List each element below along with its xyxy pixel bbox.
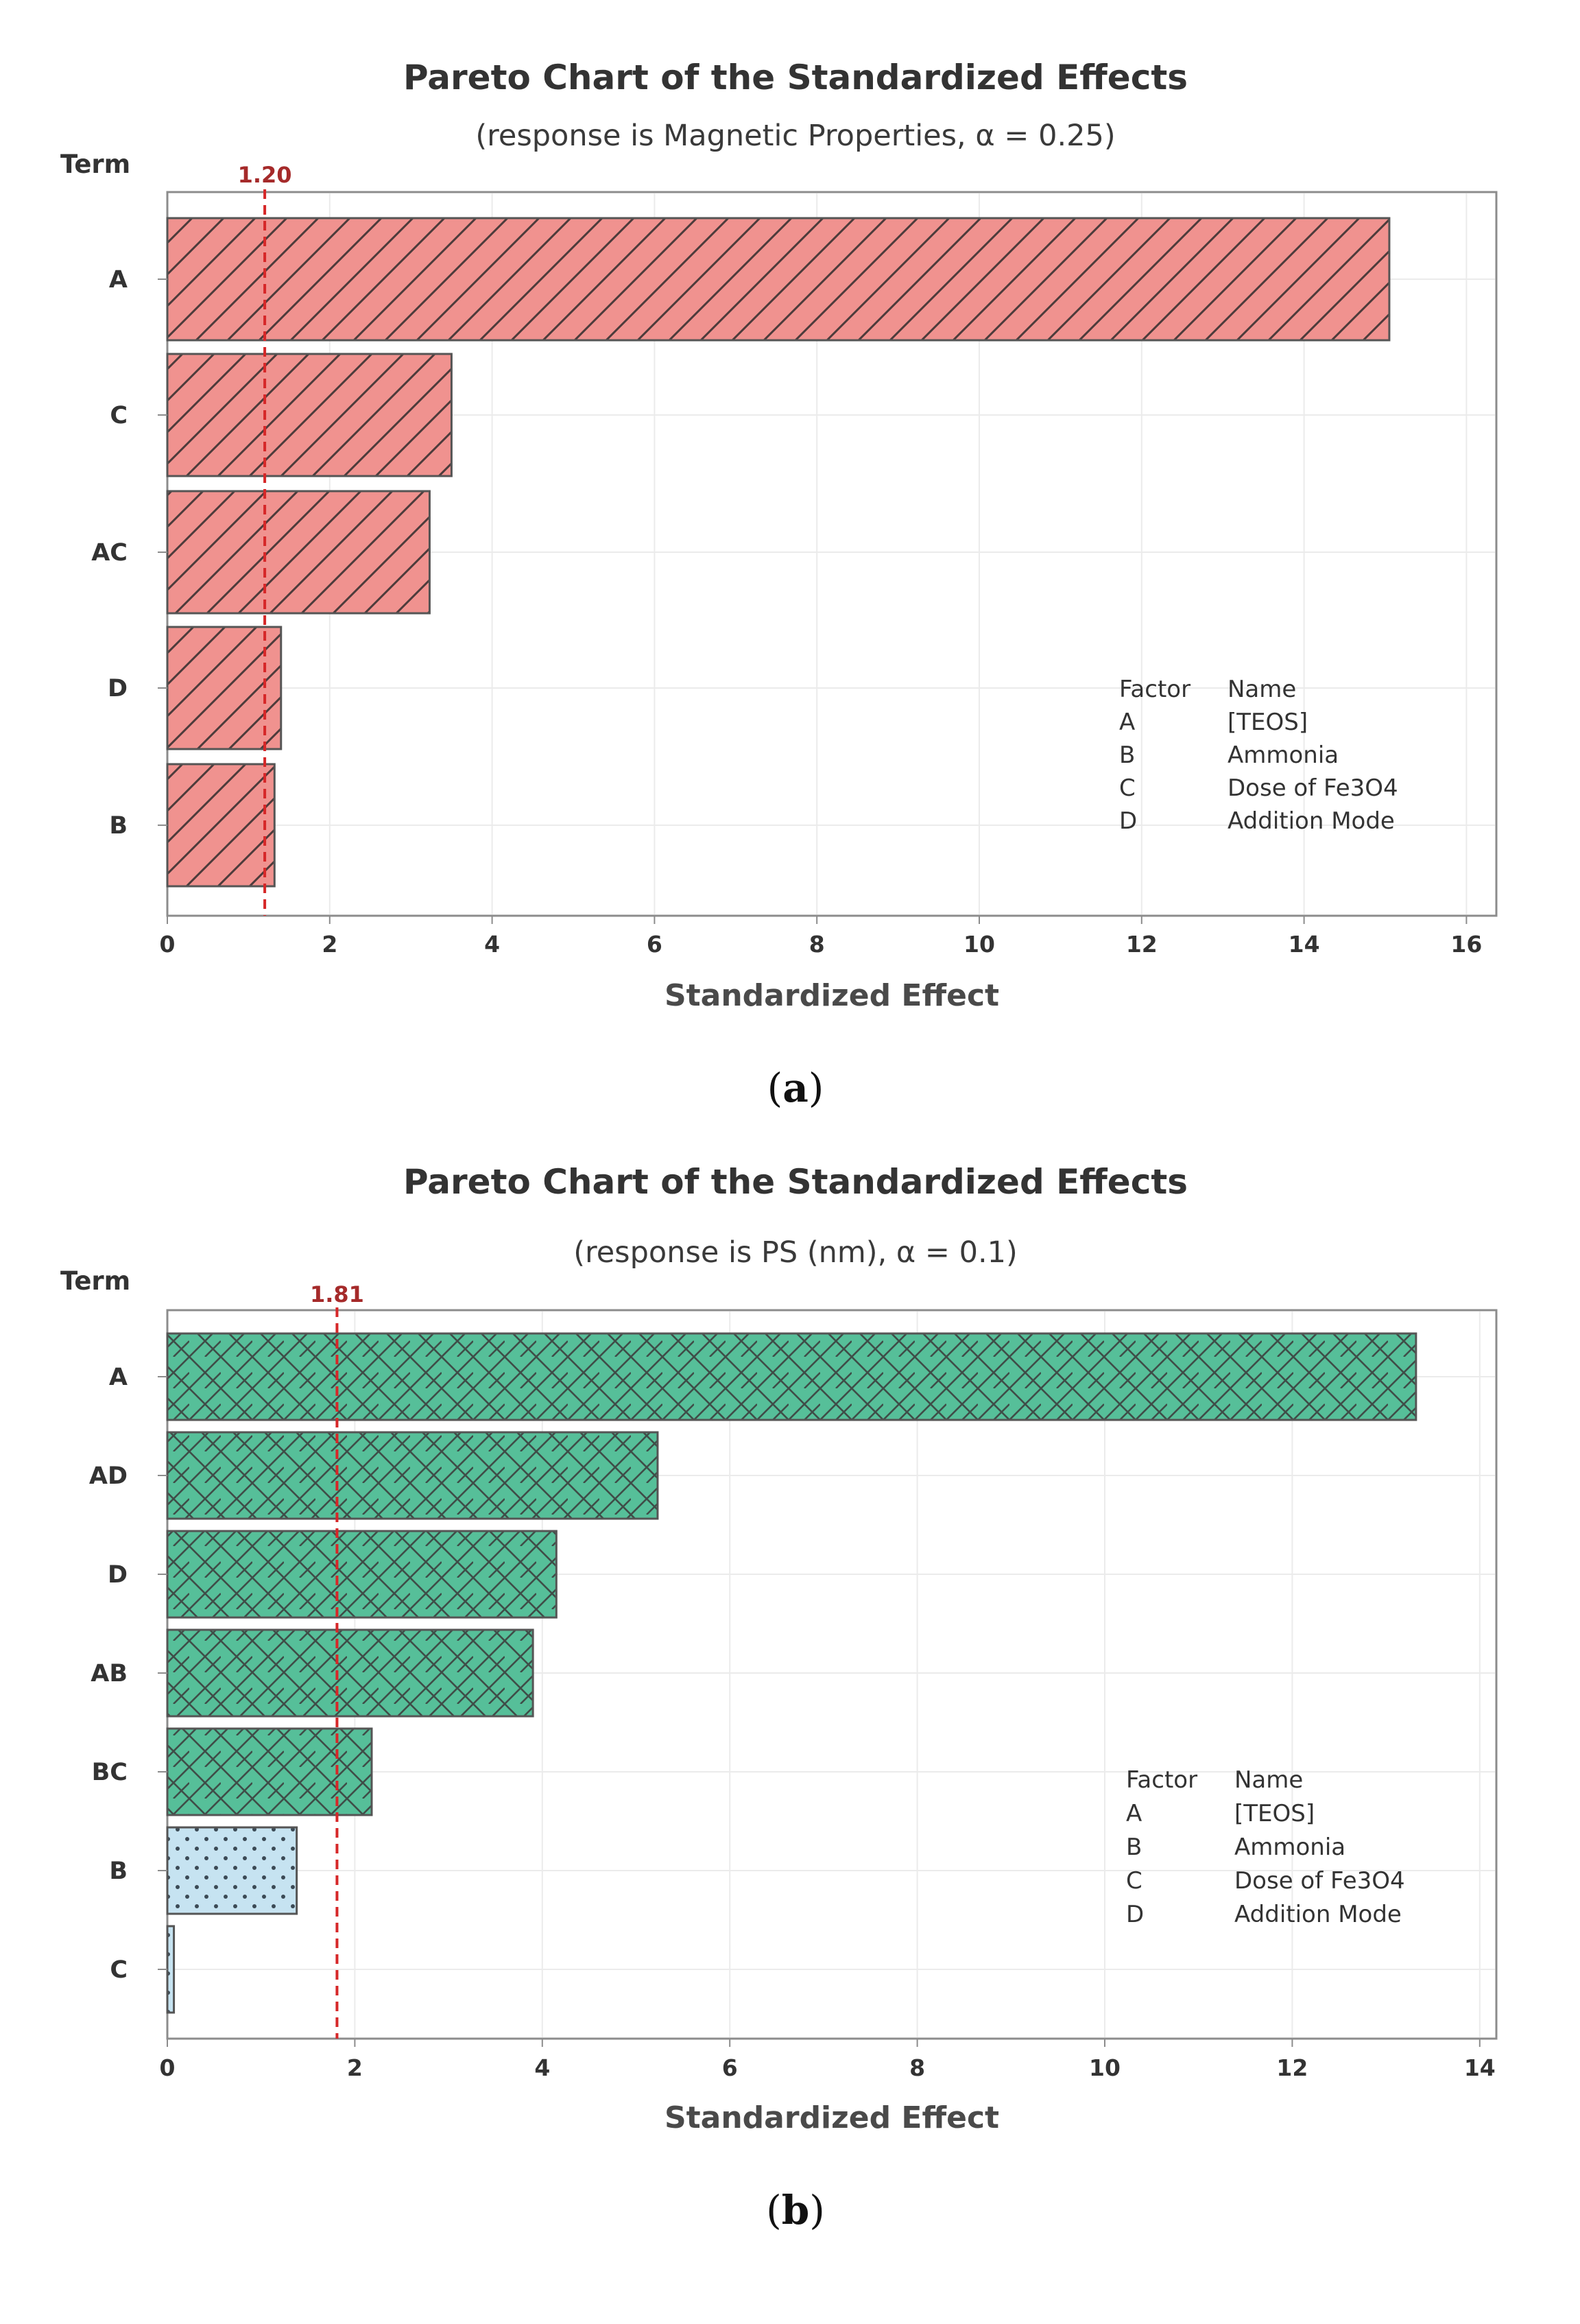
chart-a: Pareto Chart of the Standardized Effects… xyxy=(60,58,1498,1111)
chart-b-bar-a xyxy=(166,1332,1417,1421)
panel-label-a: (a) xyxy=(767,1065,824,1111)
chart-b-x-tick-labels: 0 2 4 6 8 10 12 14 xyxy=(160,2039,1496,2081)
chart-b-legend-factor: A xyxy=(1126,1800,1142,1827)
chart-a-legend-name: [TEOS] xyxy=(1228,709,1308,736)
chart-b-legend-name: Dose of Fe3O4 xyxy=(1234,1867,1405,1895)
chart-a-category-label: A xyxy=(109,266,128,294)
chart-a-bar-a xyxy=(166,217,1391,342)
chart-b-x-tick-label: 12 xyxy=(1276,2054,1308,2081)
chart-a-x-tick-label: 12 xyxy=(1126,931,1158,958)
chart-b-x-tick-label: 6 xyxy=(722,2054,738,2081)
chart-a-x-tick-label: 2 xyxy=(322,931,337,958)
chart-b-bar-bc xyxy=(166,1727,373,1816)
chart-a-x-tick-label: 4 xyxy=(484,931,500,958)
panel-label-b: (b) xyxy=(766,2187,825,2233)
chart-b-x-axis-label: Standardized Effect xyxy=(665,2100,999,2135)
chart-a-legend-factor: B xyxy=(1119,742,1135,769)
chart-b-category-label: AB xyxy=(91,1660,128,1687)
chart-a-legend-factor: D xyxy=(1119,807,1137,835)
chart-a-legend-name: Ammonia xyxy=(1228,742,1339,769)
chart-a-x-tick-label: 8 xyxy=(809,931,825,958)
chart-b-category-label: BC xyxy=(92,1759,128,1786)
chart-a-category-label: AC xyxy=(91,539,128,567)
chart-a-title: Pareto Chart of the Standardized Effects xyxy=(403,58,1188,97)
chart-b-x-tick-label: 0 xyxy=(160,2054,176,2081)
chart-b-legend-name: Addition Mode xyxy=(1234,1901,1402,1928)
chart-b-legend-header-name: Name xyxy=(1234,1766,1303,1794)
chart-a-x-tick-label: 10 xyxy=(963,931,995,958)
chart-a-legend-header-name: Name xyxy=(1228,676,1296,703)
chart-a-x-tick-label: 16 xyxy=(1450,931,1482,958)
chart-b-x-tick-label: 10 xyxy=(1089,2054,1121,2081)
chart-a-category-label: D xyxy=(108,675,128,702)
chart-b-x-tick-label: 14 xyxy=(1464,2054,1496,2081)
chart-a-legend-factor: A xyxy=(1119,709,1135,736)
chart-a-subtitle: (response is Magnetic Properties, α = 0.… xyxy=(475,119,1115,153)
chart-a-legend-factor: C xyxy=(1119,774,1136,802)
chart-b-subtitle: (response is PS (nm), α = 0.1) xyxy=(573,1235,1018,1270)
chart-b-category-label: AD xyxy=(89,1462,128,1490)
chart-b-legend-name: Ammonia xyxy=(1234,1834,1345,1861)
chart-a-bars xyxy=(166,217,1391,888)
chart-b-bar-c xyxy=(166,1925,176,2014)
chart-b-legend-factor: D xyxy=(1126,1901,1144,1928)
chart-a-bar-c xyxy=(166,353,453,477)
chart-b-legend-factor: C xyxy=(1126,1867,1142,1895)
chart-a-bar-d xyxy=(166,626,283,750)
chart-a-category-label: C xyxy=(110,402,128,429)
chart-b-bar-ab xyxy=(166,1628,534,1718)
chart-b-category-label: D xyxy=(108,1561,128,1589)
chart-b-x-tick-label: 8 xyxy=(909,2054,925,2081)
chart-a-bar-b xyxy=(166,763,276,888)
chart-b-y-axis-label: Term xyxy=(60,1266,130,1296)
chart-b-title: Pareto Chart of the Standardized Effects xyxy=(403,1162,1188,1202)
chart-b-legend: Factor Name A [TEOS] B Ammonia C Dose of… xyxy=(1126,1766,1405,1928)
chart-a-legend-name: Dose of Fe3O4 xyxy=(1228,774,1398,802)
chart-b: Pareto Chart of the Standardized Effects… xyxy=(60,1162,1498,2233)
chart-a-legend-name: Addition Mode xyxy=(1228,807,1395,835)
chart-a-bar-ac xyxy=(166,490,431,615)
chart-b-legend-name: [TEOS] xyxy=(1234,1800,1315,1827)
chart-b-bar-d xyxy=(166,1530,558,1619)
chart-a-x-tick-label: 14 xyxy=(1289,931,1320,958)
chart-b-category-label: B xyxy=(109,1858,128,1885)
chart-b-x-tick-label: 4 xyxy=(534,2054,550,2081)
chart-a-y-axis-label: Term xyxy=(60,150,130,179)
chart-b-bar-b xyxy=(166,1826,298,1915)
chart-b-category-label: C xyxy=(110,1956,128,1984)
chart-a-x-axis-label: Standardized Effect xyxy=(665,978,999,1013)
chart-a-legend-header-factor: Factor xyxy=(1119,676,1190,703)
chart-a-category-label: B xyxy=(109,812,128,840)
chart-b-category-label: A xyxy=(109,1364,128,1391)
chart-a-x-tick-labels: 0 2 4 6 8 10 12 14 16 xyxy=(160,916,1482,958)
chart-a-legend: Factor Name A [TEOS] B Ammonia C Dose of… xyxy=(1119,676,1398,835)
chart-a-reference-label: 1.20 xyxy=(238,162,292,188)
chart-a-x-tick-label: 6 xyxy=(647,931,662,958)
chart-b-legend-header-factor: Factor xyxy=(1126,1766,1197,1794)
chart-a-x-tick-label: 0 xyxy=(160,931,176,958)
chart-b-reference-label: 1.81 xyxy=(310,1281,364,1307)
chart-b-x-tick-label: 2 xyxy=(347,2054,363,2081)
chart-b-legend-factor: B xyxy=(1126,1834,1142,1861)
chart-b-bar-ad xyxy=(166,1431,659,1520)
